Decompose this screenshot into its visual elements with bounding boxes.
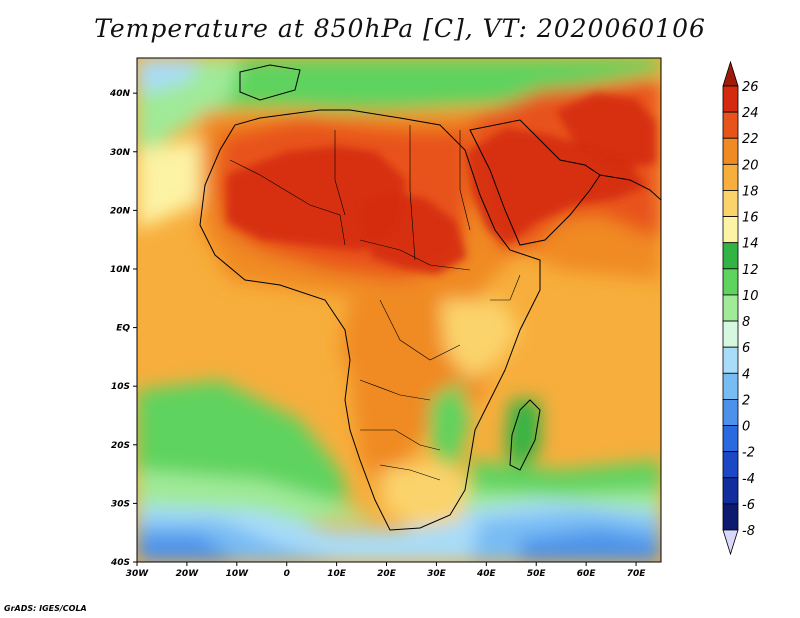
x-tick-label: 30W [126,569,150,579]
axis-ticks: 30W 20W 10W 0 10E 20E 30E 40E 50E 60E 70E 40N 30N 20N… [109,89,646,579]
colorbar-label: 14 [742,237,759,252]
asia-coastline [599,174,661,201]
africa-coastline [199,109,541,531]
x-tick-label: 10W [226,569,250,579]
colorbar-swatch [722,268,739,296]
colorbar-swatch [722,111,739,139]
x-tick-label: 70E [627,569,647,579]
y-tick-label: 20N [110,206,131,216]
colorbar-swatch [722,372,739,400]
x-tick-label: 40E [476,569,497,579]
iberia-coastline [239,64,301,101]
colorbar-label: 0 [742,420,750,435]
colorbar-label: 20 [742,158,759,173]
colorbar-label: 26 [742,80,759,95]
x-tick-label: 10E [327,569,347,579]
madagascar-green [505,400,540,470]
y-tick-label: 20S [111,441,130,451]
southern-ocean-dark-east [520,530,661,562]
colorbar-label: -6 [742,498,755,513]
south-africa-pale [380,460,470,528]
colorbar-swatch [722,399,739,426]
colorbar-swatch [722,85,739,113]
y-tick-label: 10N [110,265,131,275]
region-chad-sudan-hot [356,192,467,275]
x-tick-label: 50E [527,569,547,579]
colorbar-label: 2 [742,393,750,408]
y-tick-label: 30N [110,148,131,158]
colorbar-label: 10 [742,289,759,304]
colorbar-label: -2 [742,446,755,461]
colorbar-label: 24 [742,106,759,121]
colorbar-label: 12 [742,263,759,278]
colorbar-label: -8 [742,524,755,539]
colorbar-swatch [722,451,739,479]
y-tick-label: 30S [111,499,130,509]
colorbar-swatch [722,216,739,244]
colorbar-label: 18 [742,184,759,199]
south-atlantic-green [137,380,350,500]
canary-current-pale [137,140,205,230]
colorbar-swatch [722,346,739,374]
colorbar-min-arrow [722,529,739,556]
colorbar-max-arrow [722,60,739,87]
y-tick-label: 10S [111,382,130,392]
colorbar-swatch [722,477,739,505]
map-title: Temperature at 850hPa [C], VT: 202006010… [94,14,706,43]
colorbar-label: 4 [742,367,750,382]
atlantic-blue-patch [137,58,200,92]
y-tick-label: 40N [109,89,131,99]
region-sahara-west-hot [226,145,407,252]
temperature-field [137,58,661,562]
colorbar-label: -4 [742,472,755,487]
east-africa-highland-green [430,380,470,470]
region-iran-hot [556,93,656,170]
southern-ocean-dark [137,535,240,562]
x-tick-label: 30E [427,569,447,579]
colorbar-swatch [722,294,739,322]
colorbar-swatch [722,163,739,191]
x-tick-label: 60E [577,569,597,579]
y-tick-label: EQ [116,324,130,334]
colorbar-label: 8 [742,315,750,330]
coastlines [199,64,661,531]
x-tick-label: 0 [284,569,290,579]
colorbar-label: 16 [742,211,759,226]
colorbar-swatch [722,242,739,270]
plot-frame [136,57,662,563]
colorbar-label: 22 [742,132,759,147]
colorbar-swatch [722,137,739,165]
colorbar-swatch [722,190,739,217]
east-africa-pale [440,300,520,380]
grads-credit: GrADS: IGES/COLA [4,604,87,613]
colorbar-swatch [722,503,739,531]
colorbar-swatch [722,425,739,453]
x-tick-label: 20E [377,569,397,579]
madagascar-coastline [509,399,541,471]
arabia-coastline [469,119,601,246]
borders [229,125,521,481]
colorbar-swatch [722,320,739,348]
colorbar-label: 6 [742,341,750,356]
y-tick-label: 40S [110,558,130,568]
mediterranean-cool-band [137,58,661,140]
x-tick-label: 20W [176,569,200,579]
